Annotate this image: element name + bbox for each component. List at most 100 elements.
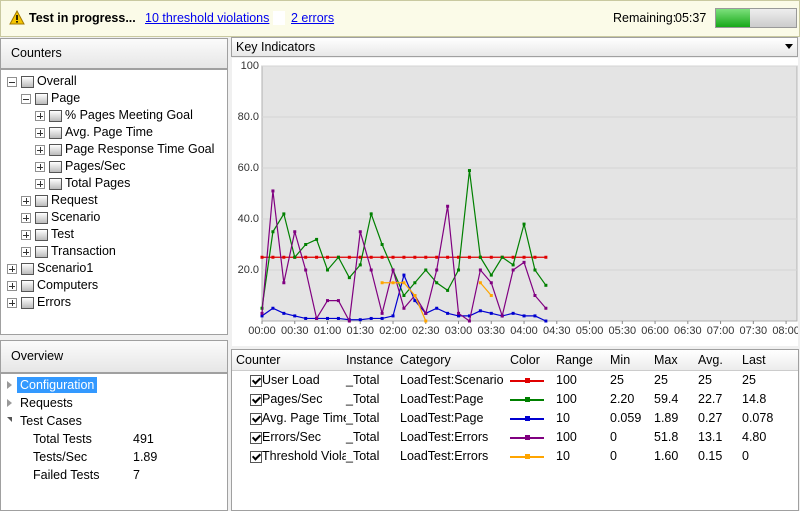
tree-expander[interactable] (35, 145, 45, 155)
row-checkbox[interactable] (250, 375, 262, 387)
series-marker (467, 255, 471, 259)
status-bar: Test in progress... 10 threshold violati… (0, 0, 800, 37)
series-marker (369, 212, 373, 216)
series-marker (380, 311, 384, 315)
tree-expander[interactable] (21, 196, 31, 206)
series-marker (544, 306, 548, 310)
series-marker (435, 268, 439, 272)
series-marker (336, 316, 340, 320)
tree-icon (21, 297, 34, 309)
column-header[interactable]: Color (510, 353, 540, 367)
overview-item[interactable]: Test Cases (20, 414, 82, 428)
series-marker (271, 255, 275, 259)
table-cell: User Load (262, 373, 320, 387)
overview-item[interactable]: Configuration (17, 377, 98, 393)
series-marker (380, 316, 384, 320)
tree-icon (35, 229, 48, 241)
series-marker (511, 268, 515, 272)
tree-expander[interactable] (35, 128, 45, 138)
series-marker (391, 281, 395, 285)
series-marker (402, 255, 406, 259)
graph-selector[interactable]: Key Indicators (231, 37, 798, 57)
x-tick-label: 03:30 (478, 325, 506, 337)
table-cell: 22.7 (698, 392, 723, 406)
series-marker (446, 311, 450, 315)
series-marker (347, 276, 351, 280)
table-cell: Pages/Sec (262, 392, 323, 406)
series-marker (293, 255, 297, 259)
series-marker (446, 288, 450, 292)
table-cell: 25 (742, 373, 756, 387)
violations-link[interactable]: 10 threshold violations (145, 11, 270, 25)
series-marker (358, 318, 362, 322)
column-header[interactable]: Min (610, 353, 631, 367)
series-marker (446, 255, 450, 259)
tree-item[interactable]: % Pages Meeting Goal (65, 108, 193, 122)
series-marker (304, 316, 308, 320)
column-header[interactable]: Counter (236, 353, 281, 367)
tree-item[interactable]: Computers (37, 278, 99, 292)
overview-expander[interactable] (7, 417, 12, 422)
tree-item[interactable]: Test (51, 227, 74, 241)
tree-item[interactable]: Page (51, 91, 81, 105)
row-checkbox[interactable] (250, 432, 262, 444)
tree-expander[interactable] (21, 213, 31, 223)
column-header[interactable]: Instance (346, 353, 394, 367)
y-tick-label: 80.0 (238, 111, 259, 123)
overview-expander[interactable] (7, 399, 12, 407)
tree-item[interactable]: Pages/Sec (65, 159, 126, 173)
column-header[interactable]: Avg. (698, 353, 723, 367)
tree-item[interactable]: Errors (37, 295, 72, 309)
column-header[interactable]: Last (742, 353, 766, 367)
series-marker (413, 255, 417, 259)
tree-item[interactable]: Avg. Page Time (65, 125, 154, 139)
table-cell: Threshold Viola (262, 449, 346, 463)
tree-expander[interactable] (35, 111, 45, 121)
tree-item[interactable]: Scenario (51, 210, 101, 224)
series-marker (424, 311, 428, 315)
row-checkbox[interactable] (250, 394, 262, 406)
series-marker (457, 311, 461, 315)
tree-item[interactable]: Scenario1 (37, 261, 94, 275)
table-cell: 1.89 (654, 411, 679, 425)
tree-expander[interactable] (7, 264, 17, 274)
remaining-time: 05:37 (675, 11, 707, 25)
tree-expander[interactable] (7, 281, 17, 291)
overview-panel: Configuration Requests Test Cases Total Tes… (0, 373, 228, 511)
tree-item[interactable]: Request (51, 193, 98, 207)
tree-item[interactable]: Total Pages (65, 176, 131, 190)
stat-value: 491 (133, 432, 154, 446)
tree-expander[interactable] (21, 94, 31, 104)
tree-icon (35, 212, 48, 224)
series-marker (522, 222, 526, 226)
series-marker (369, 255, 373, 259)
overview-expander[interactable] (7, 381, 12, 389)
tree-item[interactable]: Overall (37, 74, 77, 88)
x-tick-label: 07:30 (740, 325, 768, 337)
tree-item[interactable]: Transaction (51, 244, 116, 258)
tree-expander[interactable] (7, 298, 17, 308)
column-header[interactable]: Range (556, 353, 593, 367)
series-marker (271, 306, 275, 310)
errors-link[interactable]: 2 errors (291, 11, 335, 25)
tree-expander[interactable] (21, 247, 31, 257)
tree-expander[interactable] (35, 162, 45, 172)
tree-item[interactable]: Page Response Time Goal (65, 142, 215, 156)
series-marker (424, 268, 428, 272)
table-cell: 25 (698, 373, 712, 387)
row-checkbox[interactable] (250, 451, 262, 463)
column-header[interactable]: Max (654, 353, 678, 367)
series-marker (478, 268, 482, 272)
table-cell: 0 (610, 449, 617, 463)
series-marker (293, 230, 297, 234)
series-marker (336, 255, 340, 259)
tree-expander[interactable] (35, 179, 45, 189)
tree-expander[interactable] (21, 230, 31, 240)
table-cell: 4.80 (742, 430, 767, 444)
column-header[interactable]: Category (400, 353, 451, 367)
row-checkbox[interactable] (250, 413, 262, 425)
tree-expander[interactable] (7, 77, 17, 87)
series-marker (326, 316, 330, 320)
series-marker (489, 311, 493, 315)
overview-item[interactable]: Requests (20, 396, 73, 410)
